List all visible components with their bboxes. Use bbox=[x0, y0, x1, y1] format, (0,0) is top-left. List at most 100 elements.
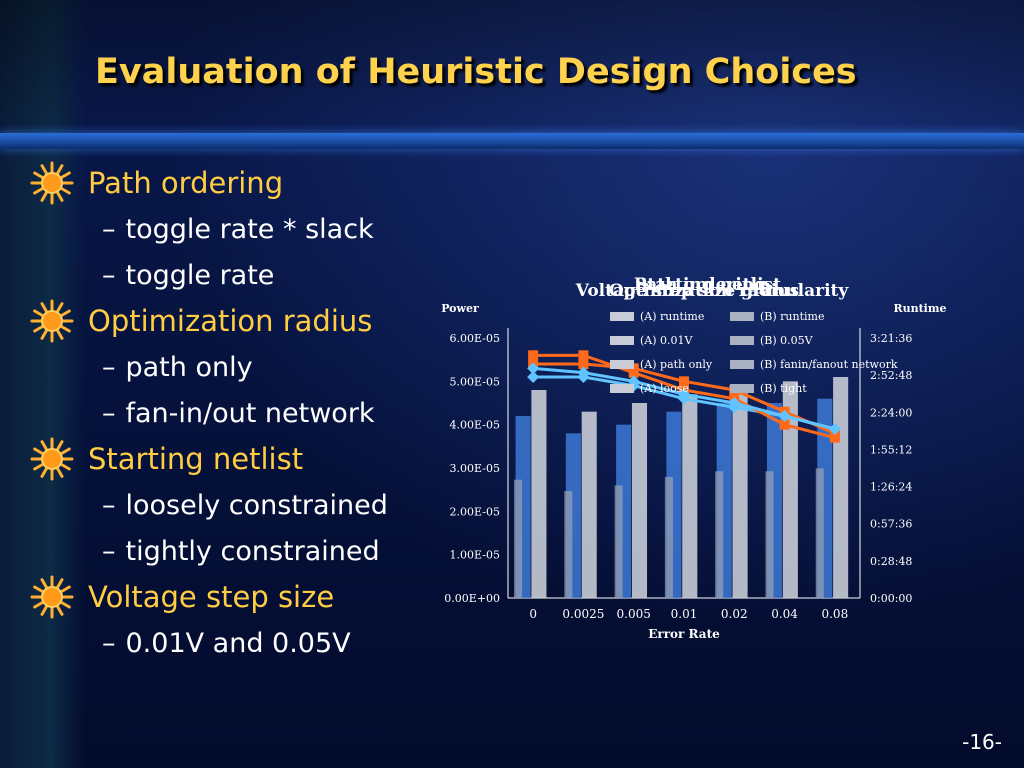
legend-label: (B) fanin/fanout network bbox=[760, 358, 898, 371]
x-tick-label: 0.0025 bbox=[562, 607, 604, 621]
sun-icon bbox=[30, 161, 74, 205]
series-marker bbox=[679, 376, 689, 387]
bullet-path-ordering: Path ordering bbox=[30, 160, 450, 206]
sun-icon bbox=[30, 299, 74, 343]
x-tick-label: 0.01 bbox=[671, 607, 698, 621]
sub-bullet-text: toggle rate * slack bbox=[125, 213, 374, 245]
x-tick-label: 0.02 bbox=[721, 607, 748, 621]
series-marker bbox=[728, 397, 741, 409]
bullet-label: Optimization radius bbox=[88, 304, 373, 338]
sub-bullet: – fan-in/out network bbox=[102, 397, 375, 429]
bar bbox=[614, 485, 623, 598]
left-tick-label: 6.00E-05 bbox=[450, 332, 500, 345]
legend-label: (A) 0.01V bbox=[640, 334, 694, 347]
bullet-list: Path ordering – toggle rate * slack – togg… bbox=[30, 160, 450, 666]
legend-label: (B) 0.05V bbox=[760, 334, 814, 347]
bar bbox=[631, 403, 648, 598]
sub-bullet: – toggle rate * slack bbox=[102, 213, 374, 245]
chart-title: Voltage step size granularity bbox=[575, 281, 850, 301]
title-bar bbox=[0, 0, 1024, 135]
bar bbox=[581, 411, 597, 598]
x-tick-label: 0.005 bbox=[617, 607, 651, 621]
series-marker bbox=[527, 362, 540, 375]
series-marker bbox=[528, 350, 539, 361]
overlaid-charts: Path ordering Optimization radius Starting… bbox=[420, 268, 980, 648]
bullet-label: Path ordering bbox=[88, 166, 284, 200]
bar bbox=[765, 471, 774, 598]
bullet-voltage-step-size: Voltage step size bbox=[30, 574, 450, 620]
series-marker bbox=[779, 419, 790, 430]
legend-swatch bbox=[610, 336, 634, 345]
legend-label: (B) tight bbox=[760, 382, 807, 395]
chart-title: Starting netlist bbox=[635, 275, 781, 295]
right-tick-label: 1:26:24 bbox=[870, 481, 912, 494]
series-marker bbox=[628, 367, 639, 378]
right-tick-label: 0:28:48 bbox=[870, 555, 912, 568]
bar bbox=[564, 490, 573, 598]
legend-swatch bbox=[610, 360, 634, 369]
sun-icon bbox=[30, 575, 74, 619]
legend-swatch bbox=[730, 384, 754, 393]
legend-label: (A) runtime bbox=[640, 310, 704, 323]
bullet-optimization-radius: Optimization radius bbox=[30, 298, 450, 344]
x-tick-label: 0.04 bbox=[771, 607, 798, 621]
series-marker bbox=[778, 410, 791, 422]
series-marker bbox=[577, 366, 590, 379]
title-divider bbox=[0, 133, 1024, 149]
legend-swatch bbox=[730, 360, 754, 369]
right-tick-label: 0:57:36 bbox=[870, 518, 912, 531]
bar bbox=[531, 390, 547, 598]
series-marker bbox=[678, 388, 690, 401]
left-tick-label: 0.00E+00 bbox=[444, 592, 500, 605]
legend-label: (A) path only bbox=[640, 358, 713, 371]
right-tick-label: 2:24:00 bbox=[870, 406, 912, 419]
legend-swatch bbox=[730, 312, 754, 321]
legend-swatch bbox=[610, 312, 634, 321]
bullet-starting-netlist: Starting netlist bbox=[30, 436, 450, 482]
bar bbox=[682, 394, 698, 598]
sub-bullet-text: tightly constrained bbox=[125, 535, 380, 567]
left-tick-label: 2.00E-05 bbox=[450, 505, 500, 518]
bullet-label: Starting netlist bbox=[88, 442, 304, 476]
series-marker bbox=[527, 371, 540, 383]
sub-bullet: –0.01V and 0.05V bbox=[102, 627, 351, 659]
sub-bullet-text: fan-in/out network bbox=[125, 397, 375, 429]
bar bbox=[664, 476, 673, 598]
bar bbox=[833, 377, 849, 598]
left-axis-label: Power bbox=[441, 302, 479, 315]
sub-bullet-text: toggle rate bbox=[125, 259, 275, 291]
page-number: -16- bbox=[962, 730, 1002, 754]
bar bbox=[815, 468, 824, 598]
left-tick-label: 5.00E-05 bbox=[450, 375, 500, 388]
bullet-label: Voltage step size bbox=[88, 580, 335, 614]
right-tick-label: 1:55:12 bbox=[870, 443, 912, 456]
right-axis-label: Runtime bbox=[893, 302, 946, 315]
slide-title: Evaluation of Heuristic Design Choices bbox=[95, 52, 857, 92]
chart-title: Path ordering bbox=[634, 275, 766, 295]
legend-swatch bbox=[730, 336, 754, 345]
series-marker bbox=[578, 350, 589, 361]
bar bbox=[715, 471, 724, 598]
left-tick-label: 4.00E-05 bbox=[450, 419, 500, 432]
sub-bullet-text: path only bbox=[125, 351, 253, 383]
legend-swatch bbox=[610, 384, 634, 393]
series-marker bbox=[829, 432, 840, 443]
chart-title: Optimization radius bbox=[609, 281, 799, 301]
sub-bullet: – toggle rate bbox=[102, 259, 275, 291]
sun-icon bbox=[30, 437, 74, 481]
bar bbox=[732, 385, 748, 598]
sub-bullet: – path only bbox=[102, 351, 253, 383]
sub-bullet: – loosely constrained bbox=[102, 489, 388, 521]
x-axis-label: Error Rate bbox=[648, 627, 720, 641]
left-tick-label: 3.00E-05 bbox=[450, 462, 500, 475]
sub-bullet: – tightly constrained bbox=[102, 535, 380, 567]
right-tick-label: 2:52:48 bbox=[870, 369, 912, 382]
bar bbox=[514, 479, 523, 598]
right-tick-label: 3:21:36 bbox=[870, 332, 912, 345]
right-tick-label: 0:00:00 bbox=[870, 592, 912, 605]
sub-bullet-text: loosely constrained bbox=[125, 489, 388, 521]
left-accent-band bbox=[0, 0, 85, 768]
bar bbox=[782, 381, 798, 598]
